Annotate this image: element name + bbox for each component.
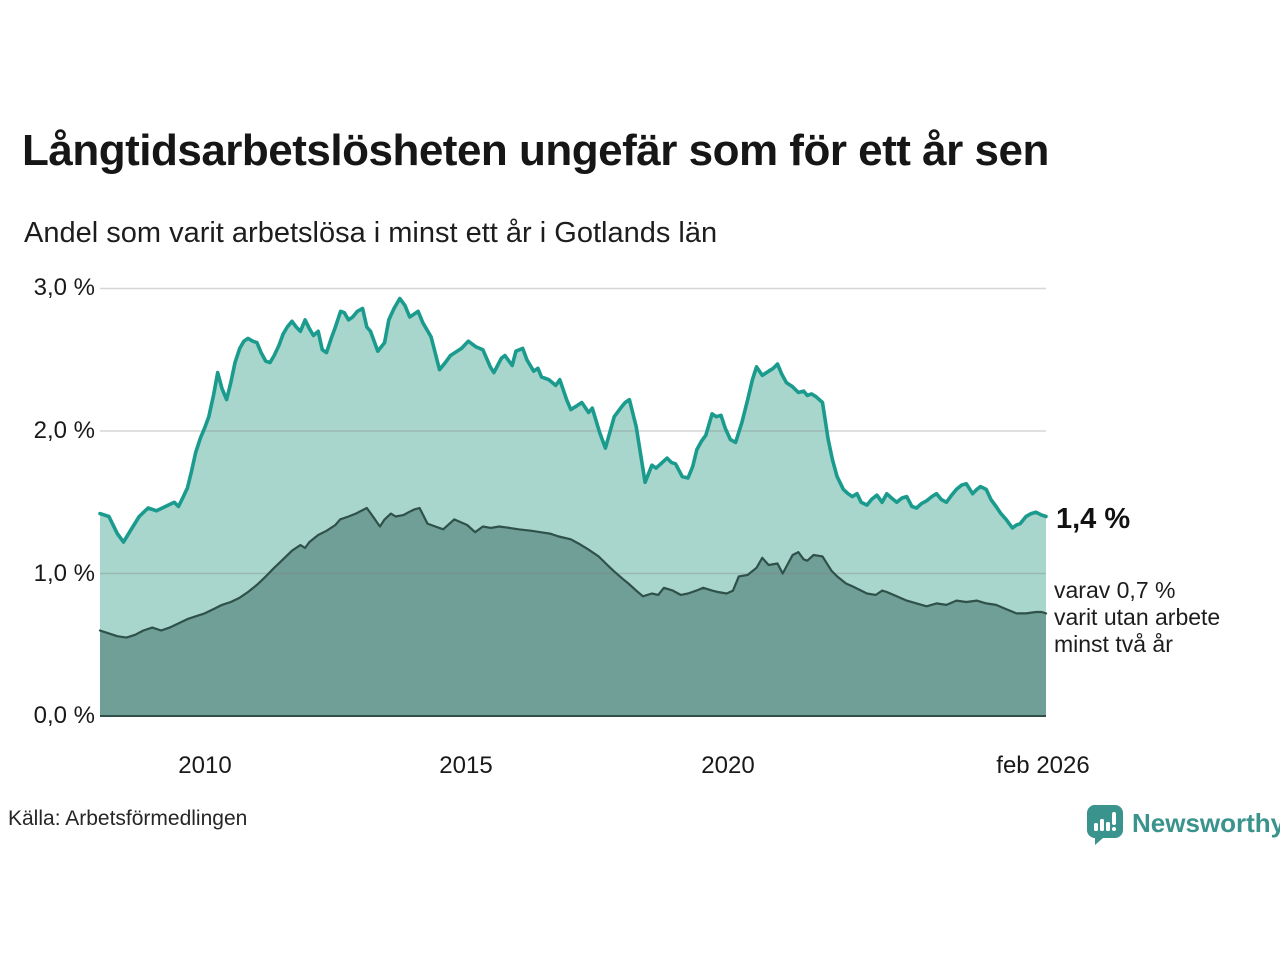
y-axis-tick-label-2: 2,0 % (33, 417, 95, 444)
end-value-label-secondary-line-3: minst två år (1054, 631, 1173, 657)
newsworthy-speech-bubble-bars-icon (1086, 804, 1123, 845)
x-axis-tick-label-feb-2026: feb 2026 (996, 752, 1090, 779)
newsworthy-brand-name: Newsworthy (1132, 808, 1280, 838)
end-value-label-secondary-line-2: varit utan arbete (1054, 604, 1221, 630)
newsworthy-brand: Newsworthy (1086, 804, 1280, 845)
end-value-label-secondary-line-1: varav 0,7 % (1054, 577, 1176, 603)
source-attribution: Källa: Arbetsförmedlingen (8, 807, 248, 830)
chart-title: Långtidsarbetslösheten ungefär som för e… (22, 126, 1049, 175)
x-axis-tick-label-2020: 2020 (701, 752, 755, 779)
y-axis-tick-label-3: 3,0 % (33, 274, 95, 301)
y-axis-tick-label-0: 0,0 % (33, 702, 95, 729)
x-axis-tick-label-2010: 2010 (178, 752, 232, 779)
chart-subtitle: Andel som varit arbetslösa i minst ett å… (24, 217, 718, 249)
x-axis-tick-label-2015: 2015 (439, 752, 493, 779)
end-value-label-total: 1,4 % (1056, 503, 1131, 535)
y-axis-tick-label-1: 1,0 % (33, 560, 95, 587)
end-value-label-secondary: varav 0,7 % varit utan arbete minst två … (1054, 577, 1220, 658)
